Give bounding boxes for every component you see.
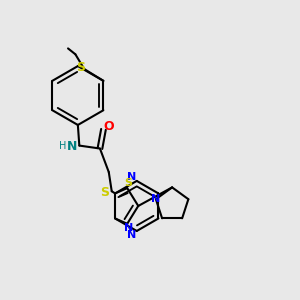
Text: N: N (67, 140, 77, 153)
Text: S: S (76, 61, 85, 74)
Text: S: S (100, 186, 109, 199)
Text: N: N (127, 230, 136, 239)
Text: H: H (59, 141, 67, 151)
Text: N: N (151, 194, 160, 204)
Text: N: N (124, 223, 133, 233)
Text: O: O (103, 120, 114, 133)
Text: N: N (127, 172, 136, 182)
Text: S: S (125, 178, 133, 188)
